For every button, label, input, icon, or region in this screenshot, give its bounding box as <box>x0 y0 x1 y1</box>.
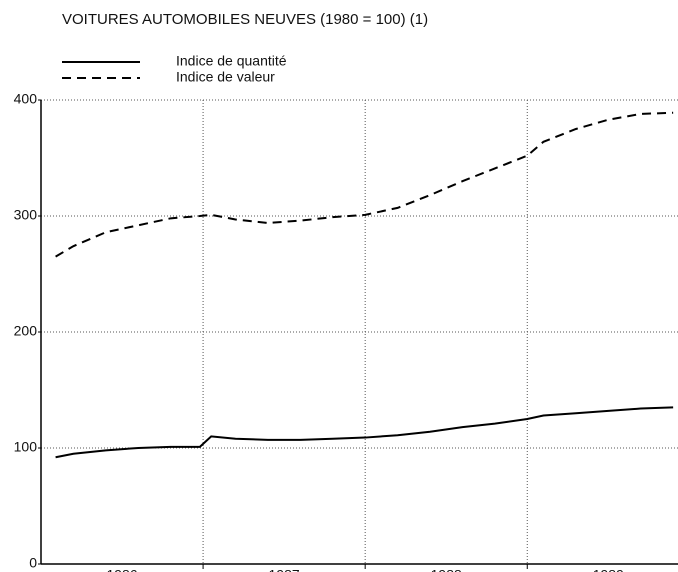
data-line <box>55 111 674 258</box>
data-line <box>55 406 674 459</box>
legend-label: Indice de quantité <box>176 53 287 69</box>
legend-label: Indice de valeur <box>176 69 275 85</box>
x-tick-label: 1987 <box>269 567 300 572</box>
x-tick-label: 1986 <box>106 567 137 572</box>
x-tick-label: 1989 <box>593 567 624 572</box>
y-tick-label: 100 <box>14 439 38 455</box>
y-tick-label: 0 <box>29 555 37 571</box>
y-tick-label: 200 <box>14 323 38 339</box>
y-tick-label: 400 <box>14 91 38 107</box>
y-tick-label: 300 <box>14 207 38 223</box>
chart-title: VOITURES AUTOMOBILES NEUVES (1980 = 100)… <box>62 11 428 28</box>
x-tick-label: 1988 <box>431 567 462 572</box>
